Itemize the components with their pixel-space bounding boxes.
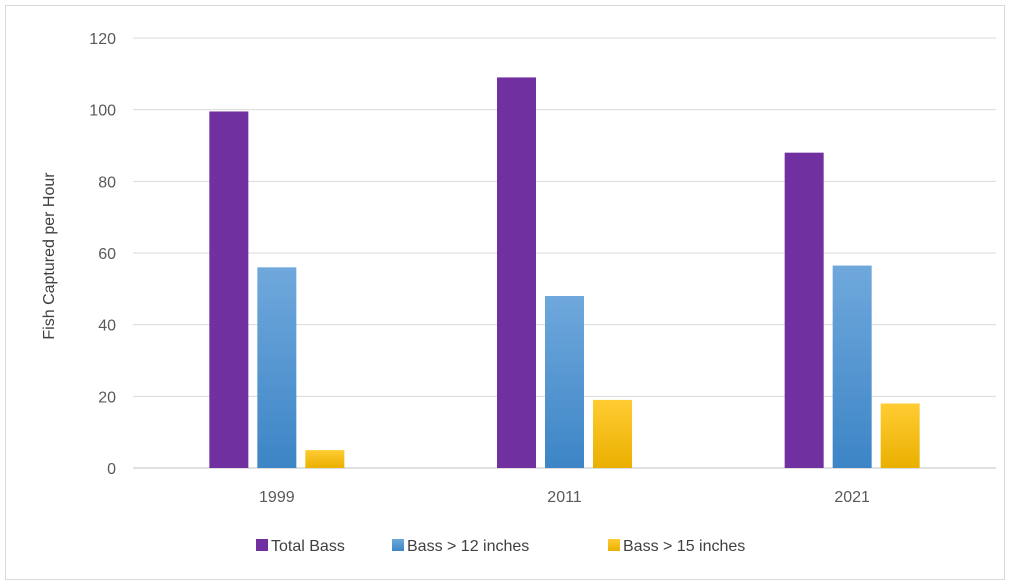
bar-2021-series-1 (832, 265, 872, 468)
bar-2021-series-0 (784, 152, 824, 468)
legend-label: Bass > 15 inches (623, 538, 745, 555)
y-tick-label: 60 (98, 246, 116, 263)
legend-swatch (392, 539, 404, 551)
bars (209, 77, 920, 469)
y-tick-label: 100 (89, 103, 116, 120)
y-tick-label: 20 (98, 389, 116, 406)
chart-frame: 0 20 40 60 80 100 120 1999 2011 2021 Fish Captur… (5, 5, 1005, 580)
legend-swatch (608, 539, 620, 551)
bar-2011-series-1 (545, 296, 584, 468)
legend-swatch (256, 539, 268, 551)
bar-2021-series-2 (880, 403, 920, 468)
bar-2011-series-2 (593, 399, 632, 468)
x-axis-ticks: 1999 2011 2021 (259, 489, 870, 506)
bar-1999-series-2 (305, 450, 345, 468)
y-tick-label: 80 (98, 174, 116, 191)
y-axis-title: Fish Captured per Hour (41, 172, 58, 340)
y-tick-label: 0 (107, 461, 116, 478)
bar-2011-series-0 (497, 77, 536, 469)
legend: Total Bass Bass > 12 inches Bass > 15 inch… (256, 538, 745, 555)
y-tick-label: 120 (89, 31, 116, 48)
legend-label: Bass > 12 inches (407, 538, 529, 555)
x-tick-label: 2021 (834, 489, 870, 506)
x-tick-label: 2011 (547, 489, 582, 506)
y-axis-ticks: 0 20 40 60 80 100 120 (89, 31, 116, 478)
bar-1999-series-1 (257, 267, 297, 468)
x-tick-label: 1999 (259, 489, 295, 506)
y-tick-label: 40 (98, 318, 116, 335)
bar-1999-series-0 (209, 111, 249, 468)
bar-chart: 0 20 40 60 80 100 120 1999 2011 2021 Fish Captur… (41, 31, 996, 555)
legend-label: Total Bass (271, 538, 345, 555)
